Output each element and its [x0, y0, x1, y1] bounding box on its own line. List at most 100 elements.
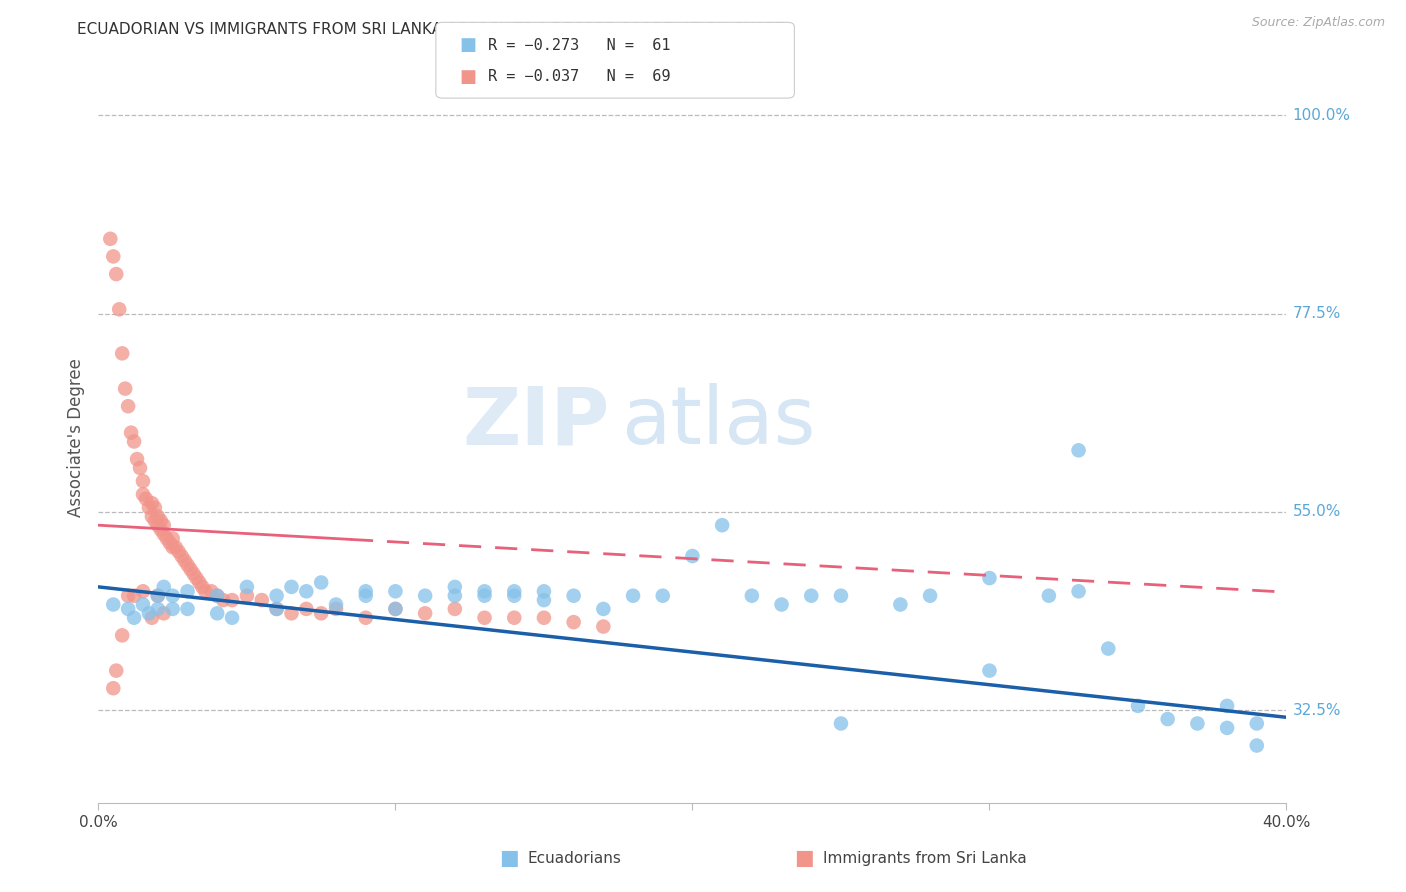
- Point: [156, 532, 179, 546]
- Point: [125, 452, 148, 467]
- Point: [103, 681, 125, 696]
- Point: [165, 540, 187, 554]
- Point: [443, 602, 465, 616]
- Point: [120, 425, 142, 440]
- Point: [146, 518, 169, 533]
- Point: [503, 589, 526, 603]
- Point: [413, 607, 436, 621]
- Point: [179, 562, 201, 576]
- Text: ECUADORIAN VS IMMIGRANTS FROM SRI LANKA ASSOCIATE'S DEGREE CORRELATION CHART: ECUADORIAN VS IMMIGRANTS FROM SRI LANKA …: [77, 22, 785, 37]
- Point: [162, 540, 184, 554]
- Point: [533, 584, 555, 599]
- Point: [212, 593, 235, 607]
- Text: R = −0.273   N =  61: R = −0.273 N = 61: [488, 38, 671, 53]
- Point: [146, 602, 169, 616]
- Point: [152, 607, 174, 621]
- Point: [384, 602, 406, 616]
- Point: [132, 474, 155, 488]
- Text: 32.5%: 32.5%: [1292, 703, 1341, 718]
- Point: [149, 523, 172, 537]
- Point: [111, 628, 134, 642]
- Point: [503, 584, 526, 599]
- Point: [413, 589, 436, 603]
- Point: [443, 580, 465, 594]
- Point: [236, 589, 259, 603]
- Point: [474, 589, 496, 603]
- Text: Source: ZipAtlas.com: Source: ZipAtlas.com: [1251, 16, 1385, 29]
- Point: [132, 584, 155, 599]
- Point: [711, 518, 734, 533]
- Point: [141, 496, 163, 510]
- Point: [1126, 698, 1149, 713]
- Point: [205, 607, 228, 621]
- Point: [354, 584, 377, 599]
- Point: [562, 589, 585, 603]
- Point: [191, 580, 214, 594]
- Text: R = −0.037   N =  69: R = −0.037 N = 69: [488, 70, 671, 85]
- Point: [889, 598, 911, 612]
- Point: [533, 611, 555, 625]
- Point: [205, 589, 228, 603]
- Point: [1187, 716, 1209, 731]
- Point: [105, 267, 128, 281]
- Point: [621, 589, 644, 603]
- Point: [221, 611, 243, 625]
- Point: [384, 602, 406, 616]
- Text: ■: ■: [499, 848, 519, 868]
- Point: [135, 491, 157, 506]
- Point: [146, 589, 169, 603]
- Point: [162, 589, 184, 603]
- Point: [117, 399, 139, 413]
- Point: [221, 593, 243, 607]
- Point: [143, 514, 166, 528]
- Point: [159, 536, 181, 550]
- Point: [979, 664, 1001, 678]
- Point: [1246, 739, 1268, 753]
- Point: [266, 602, 288, 616]
- Point: [1216, 721, 1239, 735]
- Point: [295, 584, 318, 599]
- Point: [117, 589, 139, 603]
- Point: [132, 487, 155, 501]
- Point: [592, 619, 614, 633]
- Point: [681, 549, 703, 563]
- Point: [152, 580, 174, 594]
- Point: [138, 500, 160, 515]
- Text: ■: ■: [460, 68, 477, 86]
- Point: [146, 589, 169, 603]
- Point: [280, 580, 302, 594]
- Point: [162, 532, 184, 546]
- Text: Immigrants from Sri Lanka: Immigrants from Sri Lanka: [823, 851, 1026, 865]
- Point: [205, 589, 228, 603]
- Point: [325, 598, 347, 612]
- Point: [188, 575, 211, 590]
- Point: [122, 611, 145, 625]
- Point: [114, 382, 136, 396]
- Text: Ecuadorians: Ecuadorians: [527, 851, 621, 865]
- Point: [176, 584, 198, 599]
- Text: 77.5%: 77.5%: [1292, 306, 1341, 321]
- Text: 55.0%: 55.0%: [1292, 505, 1341, 519]
- Point: [141, 509, 163, 524]
- Point: [111, 346, 134, 360]
- Point: [176, 558, 198, 572]
- Point: [149, 514, 172, 528]
- Point: [1097, 641, 1119, 656]
- Point: [651, 589, 673, 603]
- Point: [309, 575, 332, 590]
- Point: [129, 461, 152, 475]
- Point: [384, 584, 406, 599]
- Point: [266, 589, 288, 603]
- Point: [98, 232, 121, 246]
- Text: ■: ■: [460, 37, 477, 54]
- Point: [295, 602, 318, 616]
- Point: [103, 249, 125, 263]
- Point: [138, 607, 160, 621]
- Point: [173, 553, 195, 567]
- Point: [830, 589, 852, 603]
- Point: [152, 518, 174, 533]
- Point: [194, 584, 217, 599]
- Point: [250, 593, 273, 607]
- Point: [979, 571, 1001, 585]
- Point: [146, 509, 169, 524]
